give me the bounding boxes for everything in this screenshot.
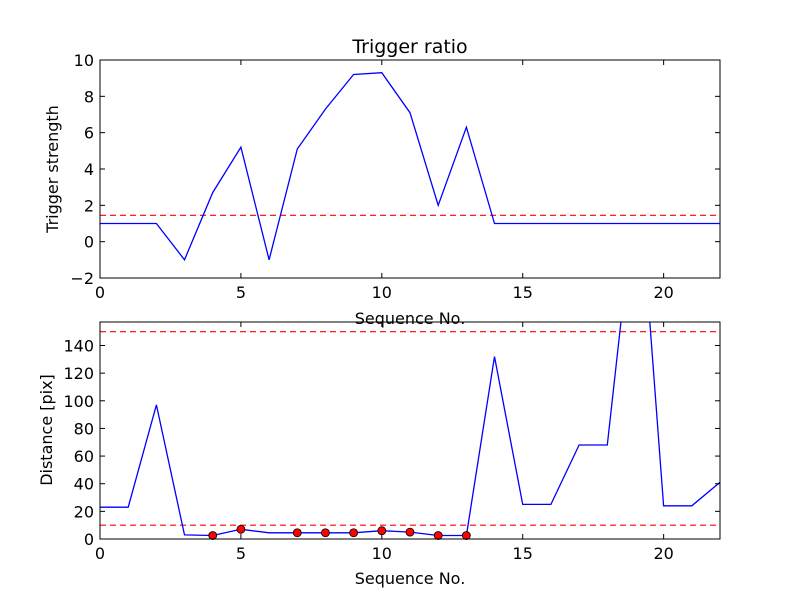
bottom-data-marker <box>405 527 415 537</box>
bottom-x-tick-label: 20 <box>653 544 673 563</box>
top-x-tick-label: 20 <box>653 283 673 302</box>
bottom-y-tick-label: 140 <box>63 336 94 355</box>
bottom-data-marker <box>349 528 359 538</box>
top-series-line-0 <box>100 72 720 262</box>
top-x-axis-label: Sequence No. <box>355 309 466 328</box>
bottom-x-tick-label: 5 <box>236 544 246 563</box>
top-chart: Trigger ratio Sequence No. Trigger stren… <box>43 36 721 328</box>
top-x-tick-label: 15 <box>513 283 533 302</box>
bottom-y-tick-label: 100 <box>63 392 94 411</box>
bottom-x-axis-label: Sequence No. <box>355 569 466 588</box>
bottom-data-marker <box>461 531 471 540</box>
top-x-tick-label: 0 <box>95 283 105 302</box>
top-axes-frame <box>99 59 721 279</box>
top-y-tick-label: 10 <box>74 51 94 70</box>
bottom-x-tick-label: 15 <box>513 544 533 563</box>
top-y-axis-label: Trigger strength <box>43 105 62 234</box>
top-y-tick-label: 2 <box>84 196 94 215</box>
top-x-tick-label: 10 <box>372 283 392 302</box>
bottom-y-tick-label: 0 <box>84 530 94 549</box>
bottom-data-marker <box>208 531 218 540</box>
bottom-chart: Sequence No. Distance [pix] 0 5 10 15 20 0 20 4… <box>37 321 721 588</box>
top-y-tick-label: 4 <box>84 160 94 179</box>
chart-title: Trigger ratio <box>351 36 467 58</box>
top-y-tick-label: 6 <box>84 124 94 143</box>
bottom-series-line-0 <box>100 322 720 537</box>
bottom-y-tick-label: 60 <box>74 447 94 466</box>
bottom-x-tick-label: 10 <box>372 544 392 563</box>
bottom-x-tick-label: 0 <box>95 544 105 563</box>
top-x-tick-label: 5 <box>236 283 246 302</box>
bottom-y-axis-label: Distance [pix] <box>37 374 56 486</box>
bottom-y-tick-label: 80 <box>74 419 94 438</box>
top-y-tick-label: 8 <box>84 87 94 106</box>
bottom-axes-frame <box>99 321 721 540</box>
top-y-tick-label: 0 <box>84 233 94 252</box>
bottom-data-marker <box>433 531 443 540</box>
bottom-data-marker <box>236 524 246 534</box>
bottom-y-tick-label: 20 <box>74 502 94 521</box>
bottom-y-tick-label: 40 <box>74 475 94 494</box>
bottom-data-marker <box>292 528 302 538</box>
top-y-tick-label: −2 <box>70 269 94 288</box>
bottom-y-tick-label: 120 <box>63 364 94 383</box>
bottom-data-marker <box>377 526 387 536</box>
bottom-data-marker <box>321 528 330 538</box>
